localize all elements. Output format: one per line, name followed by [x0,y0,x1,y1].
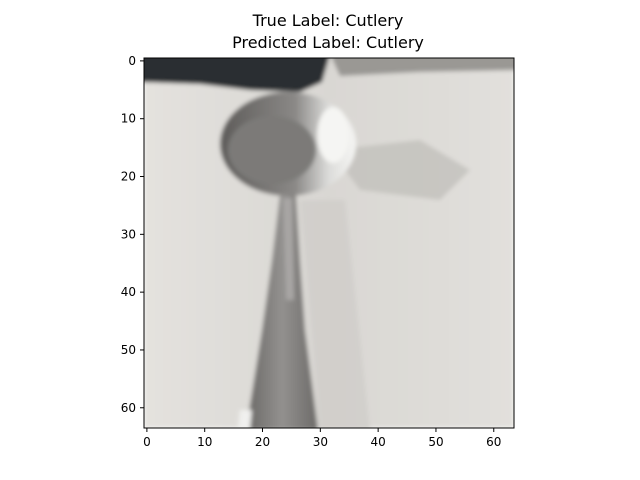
y-axis: 0 10 20 30 40 50 60 [121,54,144,415]
y-tick-label: 50 [121,343,136,357]
y-tick-label: 60 [121,401,136,415]
title-predicted-label: Predicted Label: Cutlery [232,33,424,52]
x-tick-label: 0 [143,435,151,449]
x-tick-label: 20 [255,435,270,449]
title-true-label: True Label: Cutlery [252,11,404,30]
y-tick-label: 0 [128,54,136,68]
x-tick-label: 10 [197,435,212,449]
x-tick-label: 30 [313,435,328,449]
x-tick-label: 60 [486,435,501,449]
y-tick-label: 20 [121,170,136,184]
x-tick-label: 50 [428,435,443,449]
x-tick-label: 40 [371,435,386,449]
axes-frame [143,57,515,429]
y-tick-label: 40 [121,285,136,299]
y-tick-label: 30 [121,227,136,241]
spoon-image [144,58,514,428]
x-axis: 0 10 20 30 40 50 60 [143,428,501,449]
y-tick-label: 10 [121,112,136,126]
